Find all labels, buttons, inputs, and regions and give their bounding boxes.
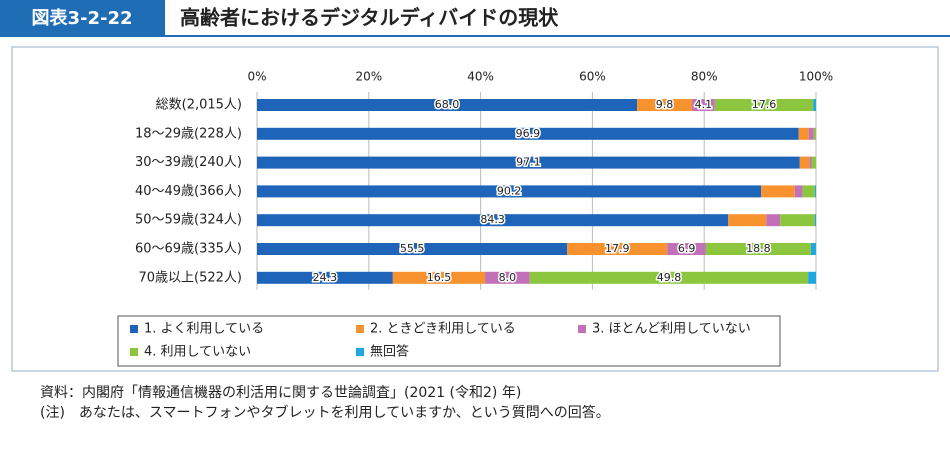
- legend-swatch: [578, 325, 586, 333]
- bar-segment: [766, 214, 781, 227]
- y-tick-label: 50～59歳(324人): [135, 213, 242, 228]
- note: 資料：内閣府「情報通信機器の利活用に関する世論調査」(2021 (令和2) 年): [40, 385, 521, 401]
- legend-swatch: [356, 348, 364, 356]
- bar-segment: [808, 271, 816, 284]
- bar-segment: [814, 214, 816, 227]
- y-tick-label: 70歳以上(522人): [139, 270, 243, 285]
- bar-segment: [257, 271, 393, 284]
- x-tick-label: 40%: [467, 70, 494, 84]
- bar-segment: [810, 243, 816, 255]
- bar-segment: [813, 127, 816, 140]
- value-label: 18.8: [746, 242, 771, 255]
- bar-segment: [257, 99, 638, 111]
- legend-swatch: [130, 325, 138, 333]
- bar-segment: [811, 156, 816, 169]
- legend-label: 2. ときどき利用している: [370, 322, 516, 337]
- bar-segment: [667, 243, 706, 255]
- bar-segment: [728, 214, 767, 227]
- header-title: 高齢者におけるデジタルディバイドの現状: [180, 6, 559, 30]
- y-tick-label: 60～69歳(335人): [135, 242, 242, 257]
- value-label: 84.3: [480, 213, 505, 226]
- value-label: 55.5: [400, 242, 425, 255]
- bar-segment: [637, 99, 692, 111]
- bar-segment: [529, 271, 809, 284]
- value-label: 4.1: [695, 98, 713, 111]
- bar-segment: [761, 185, 795, 198]
- bar-segment: [808, 127, 814, 140]
- y-tick-label: 40～49歳(366人): [135, 184, 242, 199]
- bar-segment: [799, 156, 810, 169]
- bar-segment: [780, 214, 815, 227]
- bar-segment: [485, 271, 530, 284]
- note: (注) あなたは、スマートフォンやタブレットを利用していますか、という質問への回…: [40, 404, 610, 421]
- value-label: 8.0: [499, 271, 517, 284]
- bar-segment: [802, 185, 815, 198]
- value-label: 17.6: [752, 98, 777, 111]
- value-label: 68.0: [435, 98, 460, 111]
- y-tick-label: 総数(2,015人): [156, 98, 242, 113]
- x-tick-label: 80%: [691, 70, 718, 84]
- y-tick-label: 30～39歳(240人): [135, 155, 242, 170]
- x-tick-label: 100%: [799, 70, 833, 84]
- x-tick-label: 20%: [355, 70, 382, 84]
- bar-segment: [809, 156, 812, 169]
- value-label: 49.8: [657, 271, 682, 284]
- bar-segment: [798, 127, 809, 140]
- value-label: 97.1: [516, 156, 541, 169]
- legend-label: 4. 利用していない: [144, 345, 251, 360]
- value-label: 90.2: [497, 184, 522, 197]
- bar-segment: [813, 99, 816, 111]
- bar-segment: [257, 156, 800, 169]
- value-label: 96.9: [516, 127, 541, 140]
- bar-segment: [794, 185, 803, 198]
- bar-segment: [257, 127, 799, 140]
- value-label: 6.9: [678, 242, 696, 255]
- legend-swatch: [130, 348, 138, 356]
- legend-label: 無回答: [370, 344, 409, 360]
- header-badge: [0, 0, 165, 36]
- bar-segment: [257, 185, 762, 198]
- bar-segment: [714, 99, 814, 111]
- header-label: 図表3-2-22: [31, 7, 132, 29]
- bar-segment: [257, 214, 729, 227]
- bar-segment: [814, 185, 816, 198]
- value-label: 9.8: [656, 98, 674, 111]
- value-label: 17.9: [605, 242, 630, 255]
- x-tick-label: 0%: [247, 70, 266, 84]
- bar-segment: [567, 243, 668, 255]
- y-tick-label: 18～29歳(228人): [135, 126, 242, 141]
- legend-box: [117, 315, 781, 367]
- value-label: 16.5: [427, 271, 452, 284]
- value-label: 24.3: [313, 271, 338, 284]
- legend-label: 3. ほとんど利用していない: [592, 322, 751, 337]
- bar-segment: [257, 243, 568, 255]
- bar-segment: [705, 243, 811, 255]
- legend-swatch: [356, 325, 364, 333]
- legend-label: 1. よく利用している: [144, 322, 264, 337]
- x-tick-label: 60%: [579, 70, 606, 84]
- bar-segment: [392, 271, 486, 284]
- bar-segment: [691, 99, 715, 111]
